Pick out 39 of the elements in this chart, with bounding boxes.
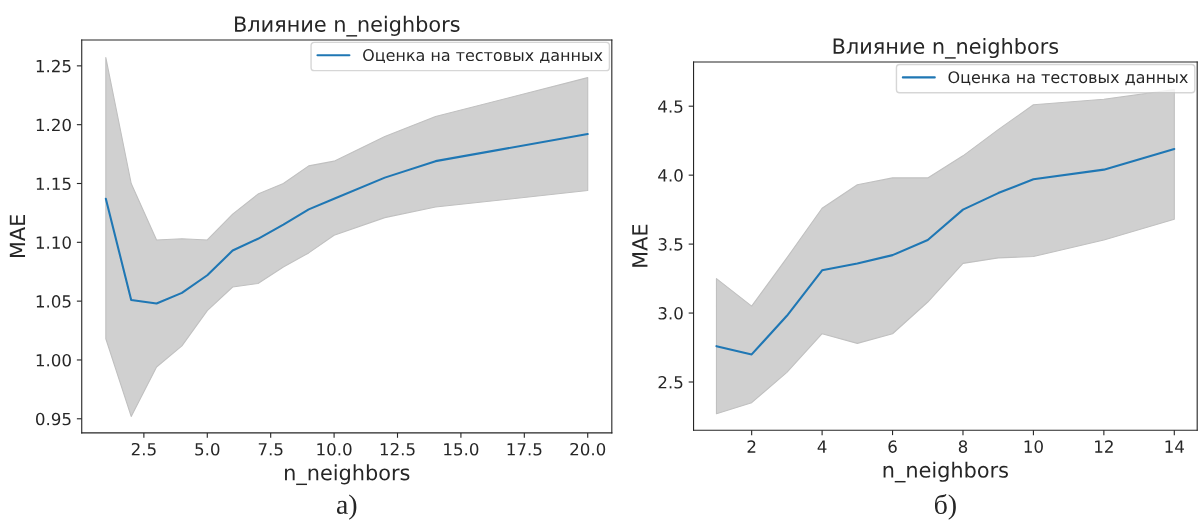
y-axis-title: MAE xyxy=(9,215,26,258)
y-tick-label: 4.0 xyxy=(658,169,683,182)
x-axis-title: n_neighbors xyxy=(285,464,410,486)
x-tick-label: 5.0 xyxy=(195,442,220,456)
x-axis-title: n_neighbors xyxy=(883,461,1008,483)
x-tick-label: 8 xyxy=(958,440,968,453)
legend-label: Оценка на тестовых данных xyxy=(948,71,1188,86)
y-tick-label: 0.95 xyxy=(36,412,71,426)
x-tick-label: 2.5 xyxy=(131,442,156,456)
y-tick-label: 1.00 xyxy=(36,353,71,367)
y-tick-label: 1.15 xyxy=(36,177,71,191)
chart-title: Влияние n_neighbors xyxy=(833,37,1059,59)
x-tick-label: 4 xyxy=(817,440,827,453)
y-tick-label: 1.05 xyxy=(36,295,71,308)
x-tick-label: 10 xyxy=(1024,440,1043,453)
x-tick-label: 14 xyxy=(1165,440,1184,453)
x-tick-label: 17.5 xyxy=(507,443,542,456)
y-tick-label: 1.25 xyxy=(36,59,71,73)
y-tick-label: 1.10 xyxy=(36,236,71,249)
x-tick-label: 6 xyxy=(888,440,897,453)
x-tick-label: 2 xyxy=(747,440,756,453)
x-tick-label: 10.0 xyxy=(317,442,352,456)
x-tick-label: 12 xyxy=(1095,440,1113,453)
y-tick-label: 3.0 xyxy=(658,307,683,320)
y-tick-label: 1.20 xyxy=(36,118,71,132)
text: а) xyxy=(336,494,357,520)
x-tick-label: 12.5 xyxy=(380,442,415,456)
y-tick-label: 2.5 xyxy=(658,375,683,389)
x-tick-label: 20.0 xyxy=(570,442,606,456)
x-tick-label: 7.5 xyxy=(258,443,283,456)
y-axis-title: MAE xyxy=(632,224,648,267)
line-series xyxy=(104,133,589,305)
y-tick-label: 3.5 xyxy=(658,238,683,251)
line-series xyxy=(715,147,1176,356)
legend-label: Оценка на тестовых данных xyxy=(363,49,603,64)
y-tick-label: 4.5 xyxy=(658,100,683,113)
text: б) xyxy=(934,493,956,520)
x-tick-label: 15.0 xyxy=(444,442,479,456)
chart-title: Влияние n_neighbors xyxy=(235,15,460,37)
